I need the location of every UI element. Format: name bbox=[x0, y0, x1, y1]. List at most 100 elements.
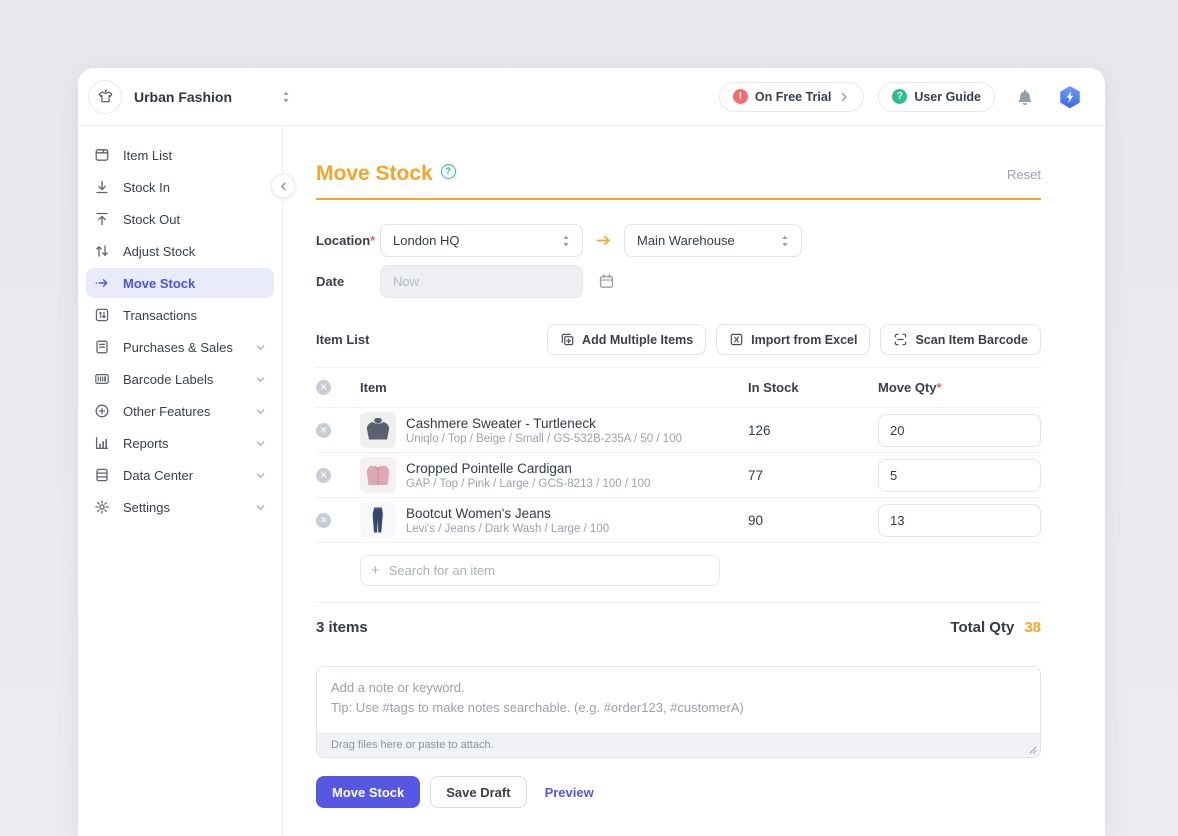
move-qty-input[interactable] bbox=[878, 458, 1041, 492]
sidebar-item-item-list[interactable]: Item List bbox=[86, 140, 274, 170]
sidebar: Item List Stock In Stock Out Adjust Stoc… bbox=[78, 126, 283, 836]
move-qty-input[interactable] bbox=[878, 413, 1041, 447]
sidebar-item-stock-out[interactable]: Stock Out bbox=[86, 204, 274, 234]
sidebar-collapse-button[interactable] bbox=[271, 174, 295, 198]
in-stock-value: 90 bbox=[748, 512, 764, 528]
free-trial-button[interactable]: ! On Free Trial bbox=[718, 81, 865, 112]
boxhero-hexagon-icon bbox=[1060, 85, 1080, 108]
sidebar-item-label: Purchases & Sales bbox=[123, 339, 233, 355]
preview-button[interactable]: Preview bbox=[537, 776, 602, 808]
help-icon[interactable]: ? bbox=[440, 163, 456, 179]
item-details: Levi's / Jeans / Dark Wash / Large / 100 bbox=[406, 522, 610, 535]
import-from-excel-button[interactable]: Import from Excel bbox=[716, 324, 871, 355]
move-qty-input[interactable] bbox=[878, 503, 1041, 537]
document-icon bbox=[94, 339, 110, 355]
scan-item-barcode-button[interactable]: Scan Item Barcode bbox=[880, 324, 1041, 355]
sidebar-item-data-center[interactable]: Data Center bbox=[86, 460, 274, 490]
notifications-button[interactable] bbox=[1015, 87, 1035, 107]
arrow-up-tray-icon bbox=[94, 211, 110, 227]
import-from-excel-label: Import from Excel bbox=[751, 332, 858, 347]
total-qty-value: 38 bbox=[1024, 619, 1041, 636]
company-logo bbox=[88, 79, 122, 114]
sidebar-item-stock-in[interactable]: Stock In bbox=[86, 172, 274, 202]
sidebar-item-move-stock[interactable]: Move Stock bbox=[86, 268, 274, 298]
arrow-down-tray-icon bbox=[94, 179, 110, 195]
copy-plus-icon bbox=[560, 332, 575, 347]
app-logo-button[interactable] bbox=[1057, 84, 1083, 110]
user-guide-button[interactable]: ? User Guide bbox=[878, 81, 995, 112]
date-row: Date bbox=[316, 265, 1041, 298]
remove-row-icon[interactable]: ✕ bbox=[316, 467, 331, 483]
remove-all-icon[interactable]: ✕ bbox=[316, 380, 331, 395]
company-name: Urban Fashion bbox=[134, 88, 233, 105]
chevron-down-icon bbox=[255, 342, 266, 353]
company-switcher[interactable]: Urban Fashion bbox=[88, 79, 292, 114]
column-item: Item bbox=[360, 380, 387, 395]
resize-handle-icon[interactable] bbox=[1028, 745, 1037, 754]
date-label: Date bbox=[316, 274, 345, 289]
from-location-value: London HQ bbox=[393, 233, 460, 248]
table-row: ✕ Cashmere Sweater - Turtleneck Uniqlo /… bbox=[316, 408, 1041, 453]
location-label: Location* bbox=[316, 233, 376, 248]
attach-hint: Drag files here or paste to attach. bbox=[331, 739, 494, 751]
from-location-select[interactable]: London HQ bbox=[380, 224, 583, 257]
sidebar-item-label: Settings bbox=[123, 499, 170, 515]
to-location-value: Main Warehouse bbox=[637, 233, 735, 248]
sidebar-item-barcode-labels[interactable]: Barcode Labels bbox=[86, 364, 274, 394]
in-stock-value: 77 bbox=[748, 467, 764, 483]
sidebar-item-purchases-sales[interactable]: Purchases & Sales bbox=[86, 332, 274, 362]
column-in-stock: In Stock bbox=[748, 380, 799, 395]
item-search-field[interactable]: + bbox=[360, 555, 720, 586]
items-count: 3 items bbox=[316, 619, 368, 636]
sidebar-item-transactions[interactable]: Transactions bbox=[86, 300, 274, 330]
save-draft-button[interactable]: Save Draft bbox=[430, 776, 527, 808]
required-mark: * bbox=[936, 380, 942, 395]
sidebar-item-label: Data Center bbox=[123, 467, 194, 483]
company-switcher-arrows-icon[interactable] bbox=[280, 90, 292, 104]
alert-icon: ! bbox=[732, 89, 748, 104]
note-textarea[interactable] bbox=[317, 667, 1040, 733]
item-search-input[interactable] bbox=[388, 563, 709, 578]
sidebar-item-settings[interactable]: Settings bbox=[86, 492, 274, 522]
item-name: Cashmere Sweater - Turtleneck bbox=[406, 415, 596, 431]
remove-row-icon[interactable]: ✕ bbox=[316, 422, 331, 438]
sidebar-item-label: Reports bbox=[123, 435, 169, 451]
up-down-arrows-icon bbox=[94, 243, 110, 259]
barcode-scan-icon bbox=[893, 332, 908, 347]
item-details: GAP / Top / Pink / Large / GCS-8213 / 10… bbox=[406, 477, 651, 490]
in-stock-value: 126 bbox=[748, 422, 771, 438]
sidebar-item-other-features[interactable]: Other Features bbox=[86, 396, 274, 426]
main-content: Move Stock ? Reset Location* London HQ bbox=[283, 126, 1105, 836]
item-details: Uniqlo / Top / Beige / Small / GS-532B-2… bbox=[406, 432, 682, 445]
chevron-down-icon bbox=[255, 470, 266, 481]
calendar-icon[interactable] bbox=[598, 273, 615, 290]
to-location-select[interactable]: Main Warehouse bbox=[624, 224, 802, 257]
chevron-down-icon bbox=[255, 502, 266, 513]
column-move-qty: Move Qty bbox=[878, 380, 937, 395]
chevron-right-icon bbox=[842, 92, 848, 101]
item-name: Bootcut Women's Jeans bbox=[406, 505, 551, 521]
box-icon bbox=[94, 147, 110, 163]
sidebar-item-reports[interactable]: Reports bbox=[86, 428, 274, 458]
bar-chart-icon bbox=[94, 435, 110, 451]
item-list-section-label: Item List bbox=[316, 332, 370, 347]
remove-row-icon[interactable]: ✕ bbox=[316, 512, 331, 528]
sidebar-item-label: Other Features bbox=[123, 403, 211, 419]
sidebar-item-label: Item List bbox=[123, 147, 173, 163]
move-stock-submit-button[interactable]: Move Stock bbox=[316, 776, 421, 808]
date-input[interactable] bbox=[380, 265, 583, 298]
attach-dropzone[interactable]: Drag files here or paste to attach. bbox=[317, 733, 1040, 757]
add-multiple-items-label: Add Multiple Items bbox=[582, 332, 694, 347]
sidebar-item-adjust-stock[interactable]: Adjust Stock bbox=[86, 236, 274, 266]
gear-icon bbox=[94, 499, 110, 515]
topbar: Urban Fashion ! On Free Trial ? User Gui… bbox=[78, 68, 1105, 126]
select-arrows-icon bbox=[563, 235, 569, 246]
sidebar-item-label: Transactions bbox=[123, 307, 197, 323]
sidebar-item-label: Barcode Labels bbox=[123, 371, 214, 387]
summary-row: 3 items Total Qty 38 bbox=[316, 602, 1041, 652]
page-title: Move Stock bbox=[316, 162, 433, 185]
database-icon bbox=[94, 467, 110, 483]
reset-button[interactable]: Reset bbox=[1007, 166, 1041, 182]
dot-arrow-right-icon bbox=[94, 275, 110, 291]
add-multiple-items-button[interactable]: Add Multiple Items bbox=[547, 324, 707, 355]
